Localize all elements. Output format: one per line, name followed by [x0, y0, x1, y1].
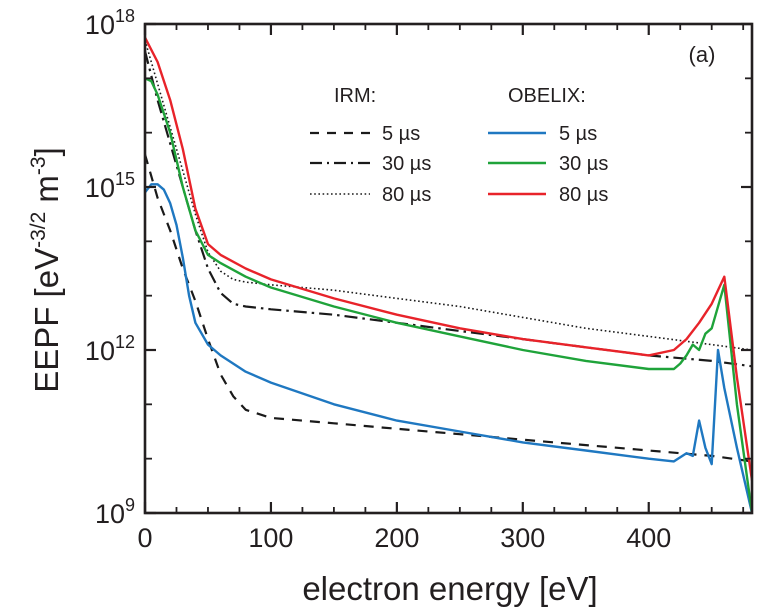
legend-label-obelix-30us: 30 µs: [559, 153, 608, 175]
series-line-obelix-30-us: [145, 77, 752, 514]
series-line-obelix-5-us: [145, 183, 752, 514]
series-line-irm-5-us: [145, 154, 752, 463]
y-tick-label-exponent: 9: [125, 495, 135, 515]
legend-label-obelix-5us: 5 µs: [559, 123, 597, 145]
legend-label-irm-80us: 80 µs: [382, 184, 431, 206]
x-axis-title: electron energy [eV]: [302, 570, 597, 607]
x-tick-label: 400: [626, 523, 671, 553]
y-tick-label-base: 10: [95, 499, 125, 529]
y-axis-title-base: EEPF [eV: [28, 248, 65, 393]
x-tick-label: 100: [248, 523, 293, 553]
legend-label-obelix-80us: 80 µs: [559, 184, 608, 206]
y-tick-label: 1018: [85, 6, 135, 40]
legend: IRM: OBELIX: 5 µs 30 µs 80 µs 5 µs 30 µs…: [310, 85, 608, 206]
y-tick-label-base: 10: [85, 173, 115, 203]
y-axis-title: EEPF [eV-3/2 m-3]: [27, 147, 65, 393]
series-line-irm-30-us: [145, 50, 752, 368]
panel-label: (a): [689, 42, 716, 67]
series-line-obelix-80-us: [145, 37, 752, 481]
y-tick-label-exponent: 12: [115, 332, 135, 352]
series-layer: [145, 37, 752, 514]
axes-layer: [143, 22, 754, 515]
y-tick-label: 1012: [85, 332, 135, 366]
legend-label-irm-5us: 5 µs: [382, 123, 420, 145]
legend-group-title-obelix: OBELIX:: [508, 85, 586, 107]
plot-frame: [143, 22, 754, 515]
svg-text:EEPF [eV-3/2 m-3]: EEPF [eV-3/2 m-3]: [27, 147, 65, 393]
y-tick-label: 109: [95, 495, 135, 529]
x-tick-label: 200: [374, 523, 419, 553]
y-axis-title-sup2: -3: [27, 156, 50, 175]
legend-label-irm-30us: 30 µs: [382, 153, 431, 175]
y-axis-title-sup1: -3/2: [27, 212, 50, 248]
y-tick-label-base: 10: [85, 336, 115, 366]
y-axis-title-end: ]: [28, 147, 65, 156]
y-tick-label-exponent: 18: [115, 6, 135, 26]
y-tick-label-exponent: 15: [115, 169, 135, 189]
y-axis-title-mid: m: [28, 175, 65, 212]
x-tick-label: 0: [137, 523, 152, 553]
y-tick-label-base: 10: [85, 10, 115, 40]
legend-group-title-irm: IRM:: [334, 85, 376, 107]
x-tick-label: 300: [500, 523, 545, 553]
y-tick-label: 1015: [85, 169, 135, 203]
